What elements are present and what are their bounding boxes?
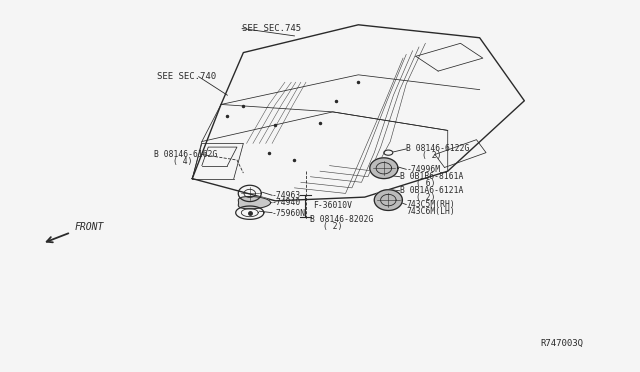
Text: -74940: -74940 (272, 198, 301, 207)
Text: B 08146-6162G: B 08146-6162G (154, 150, 218, 159)
Text: ( 2): ( 2) (323, 221, 342, 231)
Text: ( 6): ( 6) (416, 179, 435, 188)
Text: B 08146-8202G: B 08146-8202G (310, 215, 374, 224)
Text: B 08146-6122G: B 08146-6122G (406, 144, 470, 153)
Text: -74963: -74963 (272, 191, 301, 200)
Text: SEE SEC.745: SEE SEC.745 (242, 24, 301, 33)
Text: FRONT: FRONT (74, 222, 104, 232)
Text: ( 2): ( 2) (416, 193, 435, 202)
Polygon shape (374, 190, 403, 211)
Text: SEE SEC.740: SEE SEC.740 (157, 72, 216, 81)
Text: R747003Q: R747003Q (540, 339, 583, 348)
Text: ( 2): ( 2) (422, 151, 442, 160)
Text: ( 4): ( 4) (173, 157, 193, 166)
Text: -74996M: -74996M (406, 165, 440, 174)
Text: B 0B1B6-8161A: B 0B1B6-8161A (400, 172, 463, 181)
Text: 743C5M(RH): 743C5M(RH) (406, 200, 455, 209)
Polygon shape (370, 158, 398, 179)
Polygon shape (238, 196, 271, 209)
Text: -75960N: -75960N (272, 209, 306, 218)
Text: B 0B1A6-6121A: B 0B1A6-6121A (400, 186, 463, 195)
Text: F-36010V: F-36010V (314, 201, 353, 210)
Text: 743C6M(LH): 743C6M(LH) (406, 207, 455, 216)
